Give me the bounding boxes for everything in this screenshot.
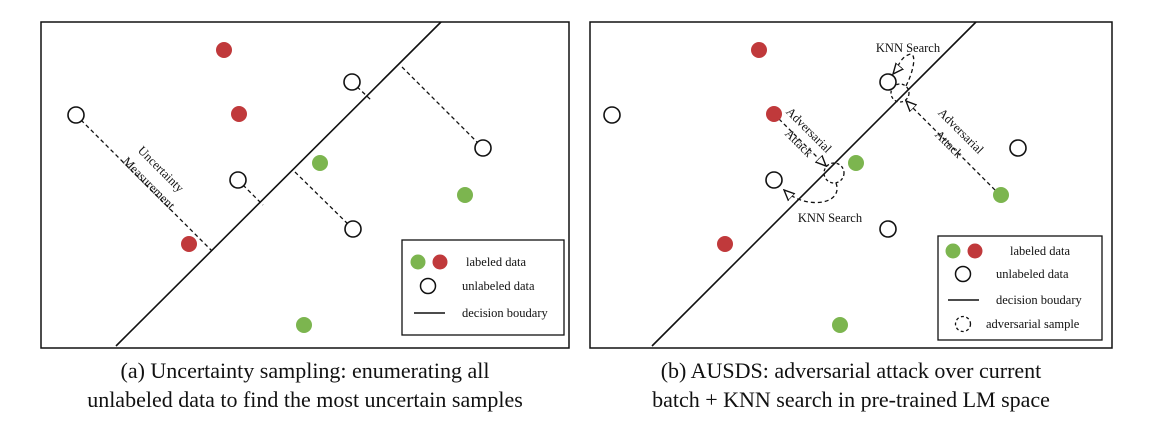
legend-boundary-label: decision boudary — [996, 293, 1082, 307]
legend-a: labeled data unlabeled data decision bou… — [401, 239, 565, 336]
labeled-point-green — [848, 155, 864, 171]
labeled-point-red — [766, 106, 782, 122]
uncertainty-dashed-line — [237, 179, 264, 206]
legend-b: labeled data unlabeled data decision bou… — [937, 235, 1103, 341]
panel-a-frame — [40, 21, 570, 349]
labeled-point-red — [717, 236, 733, 252]
decision-boundary — [115, 21, 442, 347]
unlabeled-point — [343, 73, 361, 91]
labeled-point-red — [751, 42, 767, 58]
legend-unlabeled-swatch — [419, 277, 437, 295]
legend-adversarial-label: adversarial sample — [986, 317, 1080, 331]
panel-b-frame — [589, 21, 1113, 349]
legend-red-swatch — [432, 254, 448, 270]
legend-unlabeled-swatch — [954, 265, 972, 283]
legend-unlabeled-label: unlabeled data — [462, 279, 535, 293]
unlabeled-point — [1009, 139, 1027, 157]
unlabeled-point — [879, 73, 897, 91]
panel-a: Uncertainty Measurement labeled data unl… — [40, 21, 570, 349]
unlabeled-point — [765, 171, 783, 189]
caption-b-line1: (b) AUSDS: adversarial attack over curre… — [660, 358, 1042, 383]
panel-b: KNN Search KNN Search Adversarial Attack… — [589, 21, 1113, 349]
unlabeled-point — [603, 106, 621, 124]
adversarial-sample — [823, 162, 845, 184]
unlabeled-point — [229, 171, 247, 189]
uncertainty-dashed-line — [294, 171, 354, 230]
knn-search-top-label: KNN Search — [876, 41, 941, 55]
knn-search-bottom-label: KNN Search — [798, 211, 863, 225]
legend-a-box — [401, 239, 565, 336]
caption-b: (b) AUSDS: adversarial attack over curre… — [581, 356, 1121, 414]
knn-search-arrow — [784, 182, 838, 204]
adversarial-attack-arrow — [906, 101, 1001, 196]
unlabeled-point — [474, 139, 492, 157]
labeled-point-red — [231, 106, 247, 122]
labeled-point-green — [312, 155, 328, 171]
labeled-point-green — [457, 187, 473, 203]
labeled-point-green — [993, 187, 1009, 203]
unlabeled-point — [879, 220, 897, 238]
legend-adversarial-swatch — [954, 315, 972, 333]
labeled-point-red — [216, 42, 232, 58]
legend-green-swatch — [410, 254, 426, 270]
legend-labeled-label: labeled data — [1010, 244, 1070, 258]
legend-boundary-label: decision boudary — [462, 306, 548, 320]
adversarial-sample — [890, 83, 910, 103]
legend-green-swatch — [945, 243, 961, 259]
unlabeled-point — [67, 106, 85, 124]
legend-labeled-label: labeled data — [466, 255, 526, 269]
legend-b-box — [937, 235, 1103, 341]
caption-a-line2: unlabeled data to find the most uncertai… — [87, 387, 523, 412]
decision-boundary — [651, 21, 977, 347]
caption-b-line2: batch + KNN search in pre-trained LM spa… — [652, 387, 1050, 412]
labeled-point-red — [181, 236, 197, 252]
adversarial-attack-arrow — [773, 113, 826, 166]
caption-a-line1: (a) Uncertainty sampling: enumerating al… — [120, 358, 490, 383]
unlabeled-point — [344, 220, 362, 238]
uncertainty-dashed-line — [351, 81, 372, 101]
knn-search-arrow — [893, 53, 915, 87]
legend-red-swatch — [967, 243, 983, 259]
legend-unlabeled-label: unlabeled data — [996, 267, 1069, 281]
labeled-point-green — [832, 317, 848, 333]
uncertainty-dashed-line — [401, 66, 484, 149]
labeled-point-green — [296, 317, 312, 333]
caption-a: (a) Uncertainty sampling: enumerating al… — [35, 356, 575, 414]
